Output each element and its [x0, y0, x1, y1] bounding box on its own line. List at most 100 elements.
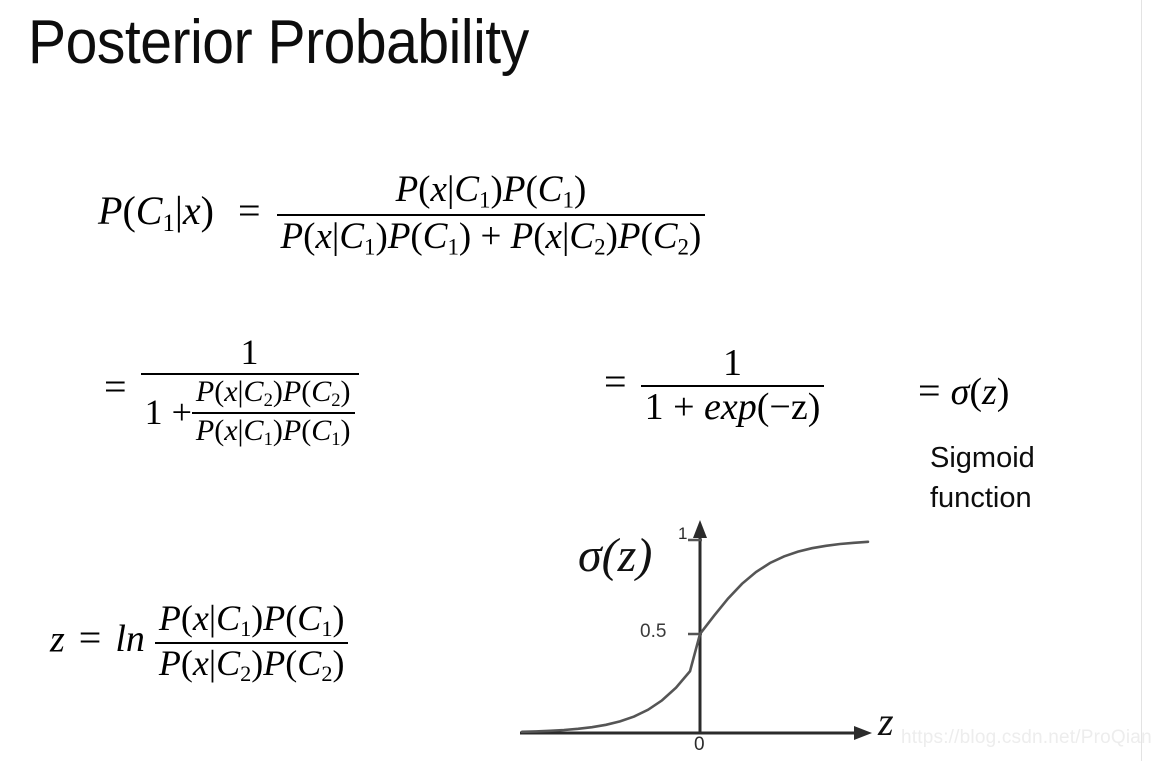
- close-paren: ): [573, 169, 587, 210]
- close-paren: ): [251, 642, 264, 683]
- symbol-C: C: [297, 642, 322, 683]
- equals-sign: =: [237, 188, 261, 234]
- given-bar: |: [237, 413, 244, 447]
- equation3-denominator: 1 + exp(−z): [641, 385, 825, 428]
- equation-nested-fraction: = 1 1 + P(x|C2)P(C2) P(x|C1)P(C1): [104, 333, 359, 449]
- open-paren: (: [214, 413, 225, 447]
- open-paren: (: [418, 169, 431, 210]
- close-paren: ): [251, 598, 264, 638]
- symbol-x: x: [545, 216, 562, 258]
- open-paren: (: [303, 216, 316, 258]
- symbol-x: x: [224, 374, 238, 408]
- x-tick-label-0: 0: [694, 734, 705, 755]
- equation3-fraction: 1 1 + exp(−z): [640, 343, 825, 428]
- plot-y-axis-label: σ(z): [578, 528, 652, 583]
- close-paren: ): [272, 374, 283, 408]
- subscript-2: 2: [240, 660, 252, 686]
- equation5-fraction: P(x|C1)P(C1) P(x|C2)P(C2): [154, 598, 349, 686]
- subscript-2: 2: [263, 390, 273, 411]
- symbol-P: P: [158, 642, 181, 683]
- symbol-P: P: [387, 216, 411, 258]
- given-bar: |: [561, 216, 570, 258]
- denominator-lead: 1 +: [144, 391, 192, 432]
- equation1-numerator: P(x|C1)P(C1): [277, 170, 706, 213]
- close-paren: ): [458, 216, 472, 258]
- ln-operator: ln: [115, 618, 145, 661]
- symbol-C: C: [243, 413, 264, 447]
- open-paren: (: [301, 413, 312, 447]
- symbol-C: C: [297, 598, 322, 638]
- exp-operator: exp: [704, 385, 757, 428]
- close-paren: ): [688, 216, 702, 258]
- open-paren: (: [180, 598, 193, 638]
- watermark-url: https://blog.csdn.net/ProQianXiao: [901, 727, 1152, 748]
- symbol-P: P: [280, 216, 304, 258]
- fraction-bar: [191, 411, 355, 414]
- subscript-1: 1: [364, 234, 376, 260]
- open-paren: (: [122, 188, 136, 234]
- symbol-C: C: [135, 188, 163, 234]
- equals-sign: =: [104, 364, 127, 410]
- subscript-2: 2: [677, 234, 689, 260]
- symbol-P: P: [158, 598, 181, 638]
- symbol-P: P: [617, 216, 641, 258]
- subscript-1: 1: [447, 234, 459, 260]
- subscript-1: 1: [331, 428, 341, 450]
- close-paren: ): [332, 598, 345, 638]
- equation2-denominator: 1 + P(x|C2)P(C2) P(x|C1)P(C1): [141, 376, 359, 449]
- subscript-2: 2: [321, 660, 333, 686]
- fraction-bar: [154, 641, 349, 644]
- subscript-1: 1: [479, 187, 491, 213]
- inner-numerator: P(x|C2)P(C2): [192, 376, 355, 411]
- close-paren: ): [807, 385, 821, 428]
- close-paren: ): [490, 169, 503, 210]
- y-tick-label-0.5: 0.5: [640, 621, 667, 642]
- x-axis-label: z: [878, 699, 894, 744]
- symbol-P: P: [502, 169, 526, 210]
- open-paren: (: [640, 216, 653, 258]
- sigma-symbol: σ: [950, 371, 970, 413]
- close-paren: ): [332, 642, 345, 683]
- symbol-x: x: [192, 642, 209, 683]
- minus-sign: −: [769, 385, 791, 428]
- equals-sign: =: [78, 615, 102, 661]
- subscript-1: 1: [162, 210, 175, 238]
- symbol-z: z: [981, 371, 997, 413]
- subscript-1: 1: [263, 428, 273, 450]
- symbol-z: z: [50, 618, 65, 661]
- given-bar: |: [208, 642, 217, 683]
- caption-line-2: function: [930, 482, 1032, 514]
- given-bar: |: [237, 374, 244, 408]
- given-bar: |: [446, 169, 455, 210]
- equation2-inner-fraction: P(x|C2)P(C2) P(x|C1)P(C1): [191, 376, 355, 450]
- sigma-symbol: σ(z): [578, 529, 653, 582]
- equation1-lhs: P(C1|x): [98, 188, 224, 237]
- symbol-C: C: [216, 598, 241, 638]
- sigmoid-curve: [520, 540, 870, 734]
- subscript-1: 1: [321, 616, 333, 642]
- right-divider: [1141, 0, 1142, 761]
- equation-posterior: P(C1|x) = P(x|C1)P(C1) P(x|C1)P(C1) + P(…: [98, 170, 706, 260]
- symbol-P: P: [263, 642, 286, 683]
- subscript-1: 1: [562, 187, 574, 213]
- open-paren: (: [410, 216, 423, 258]
- symbol-x: x: [315, 216, 332, 258]
- inner-denominator: P(x|C1)P(C1): [192, 413, 355, 450]
- equation5-denominator: P(x|C2)P(C2): [155, 642, 349, 686]
- symbol-z: z: [790, 385, 808, 428]
- page-title: Posterior Probability: [28, 8, 529, 77]
- symbol-C: C: [311, 413, 332, 447]
- open-paren: (: [533, 216, 546, 258]
- equation1-denominator: P(x|C1)P(C1) + P(x|C2)P(C2): [277, 217, 706, 260]
- equation2-outer-fraction: 1 1 + P(x|C2)P(C2) P(x|C1)P(C1): [140, 333, 359, 449]
- symbol-P: P: [510, 216, 534, 258]
- symbol-P: P: [98, 188, 123, 234]
- open-paren: (: [756, 385, 770, 428]
- symbol-C: C: [537, 169, 563, 210]
- open-paren: (: [180, 642, 193, 683]
- symbol-C: C: [243, 374, 264, 408]
- symbol-C: C: [216, 642, 241, 683]
- symbol-C: C: [339, 216, 365, 258]
- subscript-2: 2: [331, 390, 341, 411]
